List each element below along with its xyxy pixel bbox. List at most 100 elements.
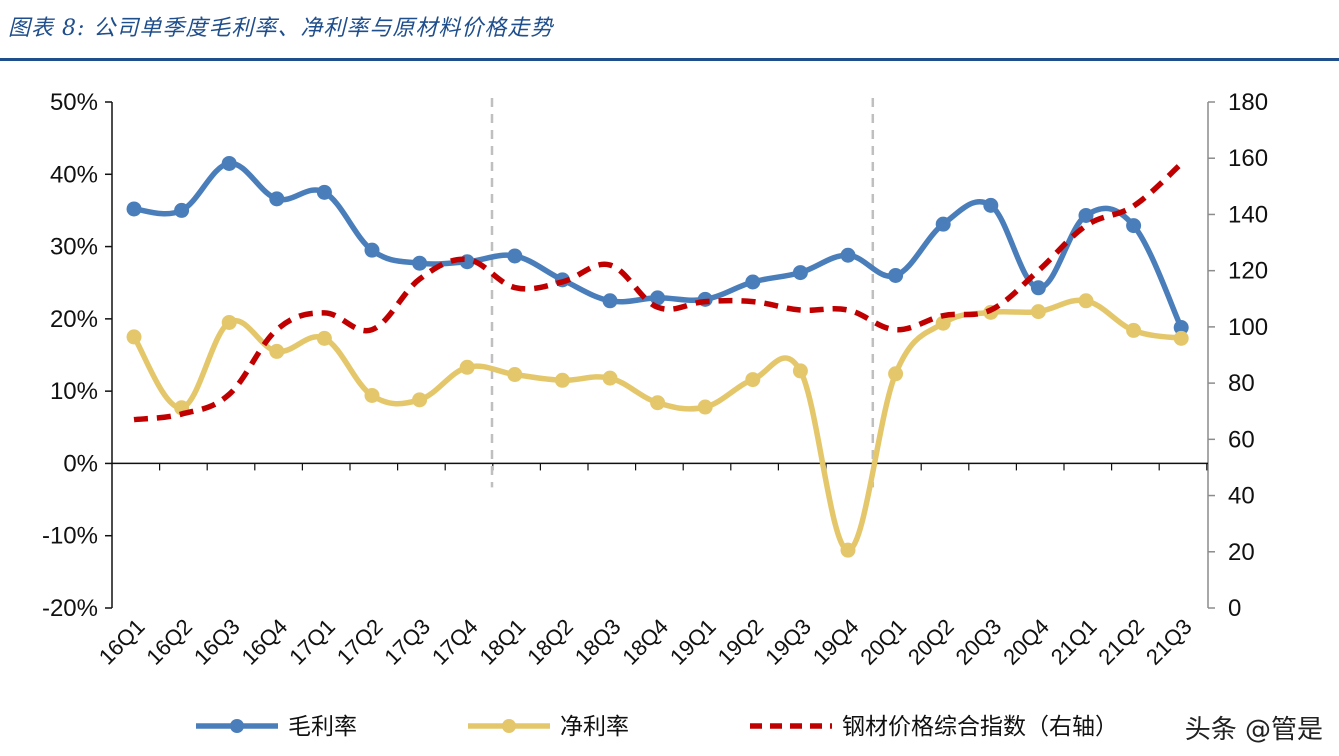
- data-point: [602, 293, 618, 309]
- data-point: [316, 330, 332, 346]
- x-tick-label: 19Q1: [665, 614, 721, 670]
- left-tick-label: 0%: [63, 450, 98, 477]
- data-point: [221, 155, 237, 171]
- series-layer: [126, 155, 1189, 558]
- right-tick-label: 0: [1228, 595, 1241, 622]
- x-tick-label: 16Q4: [237, 614, 293, 670]
- data-point: [1030, 304, 1046, 320]
- legend-label: 钢材价格综合指数（右轴）: [842, 714, 1118, 740]
- data-point: [507, 367, 523, 383]
- x-tick-label: 18Q2: [522, 614, 578, 670]
- x-tick-label: 21Q1: [1046, 614, 1102, 670]
- figure-title: 图表 8: 公司单季度毛利率、净利率与原材料价格走势: [8, 16, 554, 41]
- data-point: [840, 247, 856, 263]
- data-point: [792, 363, 808, 379]
- legend-swatch-marker: [502, 719, 516, 733]
- left-tick-label: 10%: [50, 378, 98, 405]
- data-point: [269, 343, 285, 359]
- data-point: [792, 265, 808, 281]
- data-point: [412, 255, 428, 271]
- data-point: [221, 314, 237, 330]
- legend-item-1: 毛利率: [196, 714, 357, 740]
- data-point: [412, 392, 428, 408]
- data-point: [1173, 320, 1189, 336]
- x-tick-label: 20Q3: [951, 614, 1007, 670]
- data-point: [935, 315, 951, 331]
- x-tick-label: 17Q4: [427, 614, 483, 670]
- x-tick-label: 20Q1: [855, 614, 911, 670]
- x-tick-label: 16Q1: [94, 614, 150, 670]
- header-divider: [0, 58, 1339, 61]
- data-point: [316, 184, 332, 200]
- data-point: [364, 387, 380, 403]
- data-point: [126, 201, 142, 217]
- axes: -20% -10% 0% 10% 20% 30% 40% 50% 0 20 40 60 80 100 120…: [42, 89, 1268, 622]
- x-tick-label: 16Q2: [141, 614, 197, 670]
- data-point: [1126, 218, 1142, 234]
- data-point: [1030, 280, 1046, 296]
- data-point: [507, 248, 523, 264]
- right-tick-label: 80: [1228, 370, 1255, 397]
- data-point: [935, 216, 951, 232]
- right-tick-label: 120: [1228, 258, 1268, 285]
- chart-header: 图表 8: 公司单季度毛利率、净利率与原材料价格走势: [8, 10, 553, 50]
- legend-item-2: 净利率: [468, 714, 629, 740]
- data-point: [745, 372, 761, 388]
- legend-label: 净利率: [560, 714, 629, 740]
- right-tick-label: 100: [1228, 314, 1268, 341]
- watermark: 头条 @管是: [1184, 715, 1323, 745]
- left-tick-label: 30%: [50, 234, 98, 261]
- data-point: [269, 191, 285, 207]
- legend-label: 毛利率: [288, 714, 357, 740]
- x-tick-label: 20Q2: [903, 614, 959, 670]
- right-tick-label: 140: [1228, 201, 1268, 228]
- right-tick-label: 160: [1228, 145, 1268, 172]
- left-tick-label: -10%: [42, 523, 98, 550]
- data-point: [1078, 207, 1094, 223]
- data-point: [650, 395, 666, 411]
- data-point: [697, 399, 713, 415]
- x-tick-label: 18Q3: [570, 614, 626, 670]
- data-point: [1126, 322, 1142, 338]
- period-dividers: [490, 98, 875, 488]
- right-tick-label: 60: [1228, 426, 1255, 453]
- data-point: [840, 542, 856, 558]
- series-2: [126, 293, 1189, 558]
- x-tick-label: 20Q4: [998, 614, 1054, 670]
- x-tick-label: 17Q1: [284, 614, 340, 670]
- x-tick-label: 16Q3: [189, 614, 245, 670]
- x-tick-label: 21Q3: [1141, 614, 1197, 670]
- x-tick-label: 19Q2: [713, 614, 769, 670]
- data-point: [364, 242, 380, 258]
- data-point: [745, 274, 761, 290]
- left-tick-label: 40%: [50, 161, 98, 188]
- series-line: [131, 297, 1184, 553]
- left-tick-label: 50%: [50, 89, 98, 116]
- right-tick-label: 20: [1228, 539, 1255, 566]
- data-point: [126, 329, 142, 345]
- data-point: [888, 267, 904, 283]
- legend-swatch-marker: [230, 719, 244, 733]
- x-tick-label: 19Q4: [808, 614, 864, 670]
- series-line: [133, 161, 1184, 423]
- legend-item-3: 钢材价格综合指数（右轴）: [750, 714, 1118, 740]
- data-point: [1078, 293, 1094, 309]
- x-tick-label: 18Q4: [617, 614, 673, 670]
- data-point: [554, 372, 570, 388]
- left-tick-label: -20%: [42, 595, 98, 622]
- data-point: [650, 290, 666, 306]
- legend: 毛利率 净利率 钢材价格综合指数（右轴）: [196, 714, 1118, 740]
- data-point: [888, 366, 904, 382]
- x-tick-labels: 16Q116Q216Q316Q417Q117Q217Q317Q418Q118Q2…: [94, 614, 1197, 670]
- x-tick-label: 17Q2: [332, 614, 388, 670]
- data-point: [459, 359, 475, 375]
- left-tick-label: 20%: [50, 306, 98, 333]
- data-point: [983, 197, 999, 213]
- right-tick-label: 180: [1228, 89, 1268, 116]
- data-point: [1173, 330, 1189, 346]
- right-tick-label: 40: [1228, 483, 1255, 510]
- x-tick-label: 18Q1: [475, 614, 531, 670]
- series-3: [133, 161, 1184, 423]
- x-tick-label: 19Q3: [760, 614, 816, 670]
